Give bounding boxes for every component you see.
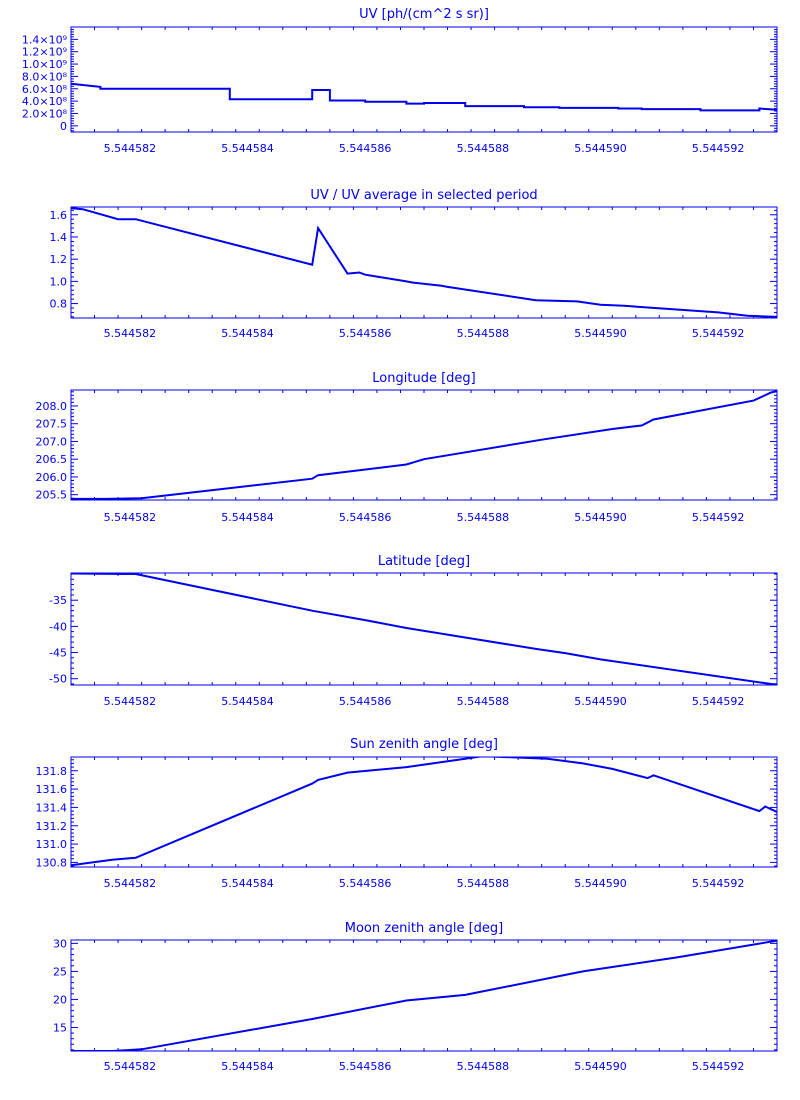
y-tick-label: 130.8 <box>36 856 68 869</box>
y-tick-label: 1.4 <box>50 231 68 244</box>
x-tick-label: 5.544584 <box>221 1060 274 1073</box>
panel-title: Longitude [deg] <box>372 371 475 386</box>
x-tick-label: 5.544588 <box>457 695 510 708</box>
x-tick-label: 5.544584 <box>221 142 274 155</box>
y-tick-label: 1.6 <box>50 209 68 222</box>
x-tick-label: 5.544592 <box>692 327 745 340</box>
y-tick-label: 206.5 <box>36 453 68 466</box>
y-tick-label: 131.2 <box>36 820 68 833</box>
y-tick-label: 0.8 <box>50 298 68 311</box>
x-tick-label: 5.544592 <box>692 511 745 524</box>
x-tick-label: 5.544586 <box>339 511 392 524</box>
y-tick-label: 30 <box>53 937 67 950</box>
plot-frame <box>70 26 778 133</box>
x-tick-label: 5.544588 <box>457 142 510 155</box>
y-tick-label: 131.8 <box>36 765 68 778</box>
y-tick-label: -40 <box>49 620 67 633</box>
x-tick-label: 5.544582 <box>104 327 157 340</box>
x-tick-label: 5.544590 <box>574 142 627 155</box>
series-line <box>71 82 777 112</box>
x-tick-label: 5.544586 <box>339 877 392 890</box>
x-tick-label: 5.544588 <box>457 511 510 524</box>
y-tick-label: 1.2×10⁹ <box>22 46 67 59</box>
y-tick-label: 8.0×10⁸ <box>22 70 68 83</box>
plot-frame <box>70 206 778 319</box>
panel-title: Sun zenith angle [deg] <box>350 737 498 752</box>
y-tick-label: 0 <box>60 120 67 133</box>
series-line <box>71 573 777 685</box>
x-tick-label: 5.544592 <box>692 1060 745 1073</box>
x-tick-label: 5.544590 <box>574 877 627 890</box>
panel-title: UV / UV average in selected period <box>310 188 537 203</box>
x-tick-label: 5.544592 <box>692 877 745 890</box>
panel-title: Moon zenith angle [deg] <box>345 921 503 936</box>
series-line <box>71 940 777 1051</box>
y-tick-label: 25 <box>53 965 67 978</box>
x-tick-label: 5.544590 <box>574 511 627 524</box>
y-tick-label: 4.0×10⁸ <box>22 95 68 108</box>
series-line <box>71 757 777 867</box>
y-tick-label: 20 <box>53 993 67 1006</box>
x-tick-label: 5.544586 <box>339 327 392 340</box>
x-tick-label: 5.544588 <box>457 327 510 340</box>
x-tick-label: 5.544590 <box>574 327 627 340</box>
x-tick-label: 5.544586 <box>339 695 392 708</box>
y-tick-label: 207.5 <box>36 418 68 431</box>
x-tick-label: 5.544582 <box>104 142 157 155</box>
plot-frame <box>70 756 778 868</box>
x-tick-label: 5.544584 <box>221 877 274 890</box>
x-tick-label: 5.544590 <box>574 695 627 708</box>
x-tick-label: 5.544584 <box>221 327 274 340</box>
x-tick-label: 5.544582 <box>104 695 157 708</box>
plot-frame <box>70 389 778 501</box>
x-tick-label: 5.544588 <box>457 877 510 890</box>
y-tick-label: 1.0×10⁹ <box>22 58 67 71</box>
y-tick-label: 208.0 <box>36 400 68 413</box>
chart-panel-5: Sun zenith angle [deg] 5.544582 5.544584 5.… <box>36 737 778 890</box>
x-tick-label: 5.544582 <box>104 511 157 524</box>
y-tick-label: 1.2 <box>50 253 68 266</box>
y-tick-label: 205.5 <box>36 489 68 502</box>
x-tick-label: 5.544584 <box>221 511 274 524</box>
x-tick-label: 5.544582 <box>104 877 157 890</box>
panel-title: Latitude [deg] <box>378 554 470 569</box>
y-tick-label: 131.0 <box>36 838 68 851</box>
plot-frame <box>70 572 778 686</box>
series-line <box>71 207 777 318</box>
y-tick-label: -35 <box>49 594 67 607</box>
y-tick-label: 2.0×10⁸ <box>22 107 68 120</box>
y-tick-label: 131.4 <box>36 801 68 814</box>
x-tick-label: 5.544590 <box>574 1060 627 1073</box>
x-tick-label: 5.544586 <box>339 1060 392 1073</box>
plot-frame <box>70 939 778 1052</box>
series-line <box>71 390 777 500</box>
y-tick-label: 1.0 <box>50 275 68 288</box>
y-tick-label: 131.6 <box>36 783 68 796</box>
y-tick-label: -45 <box>49 647 67 660</box>
y-tick-label: 15 <box>53 1021 67 1034</box>
y-tick-label: -50 <box>49 673 67 686</box>
x-tick-label: 5.544592 <box>692 695 745 708</box>
x-tick-label: 5.544584 <box>221 695 274 708</box>
y-tick-label: 206.0 <box>36 471 68 484</box>
x-tick-label: 5.544592 <box>692 142 745 155</box>
chart-panel-6: Moon zenith angle [deg] 5.544582 5.544584 5… <box>53 921 778 1073</box>
y-tick-label: 207.0 <box>36 435 68 448</box>
x-tick-label: 5.544586 <box>339 142 392 155</box>
chart-panel-1: UV [ph/(cm^2 s sr)] 5.544582 5.544584 5.544… <box>22 7 778 155</box>
y-tick-label: 1.4×10⁹ <box>22 33 67 46</box>
chart-panel-4: Latitude [deg] 5.544582 5.544584 5.544586 5.… <box>49 554 778 708</box>
panel-title: UV [ph/(cm^2 s sr)] <box>359 7 489 22</box>
y-tick-label: 6.0×10⁸ <box>22 83 68 96</box>
x-tick-label: 5.544588 <box>457 1060 510 1073</box>
chart-panel-3: Longitude [deg] 5.544582 5.544584 5.544586 5… <box>36 371 778 524</box>
chart-panel-2: UV / UV average in selected period 5.5445… <box>50 188 778 340</box>
x-tick-label: 5.544582 <box>104 1060 157 1073</box>
